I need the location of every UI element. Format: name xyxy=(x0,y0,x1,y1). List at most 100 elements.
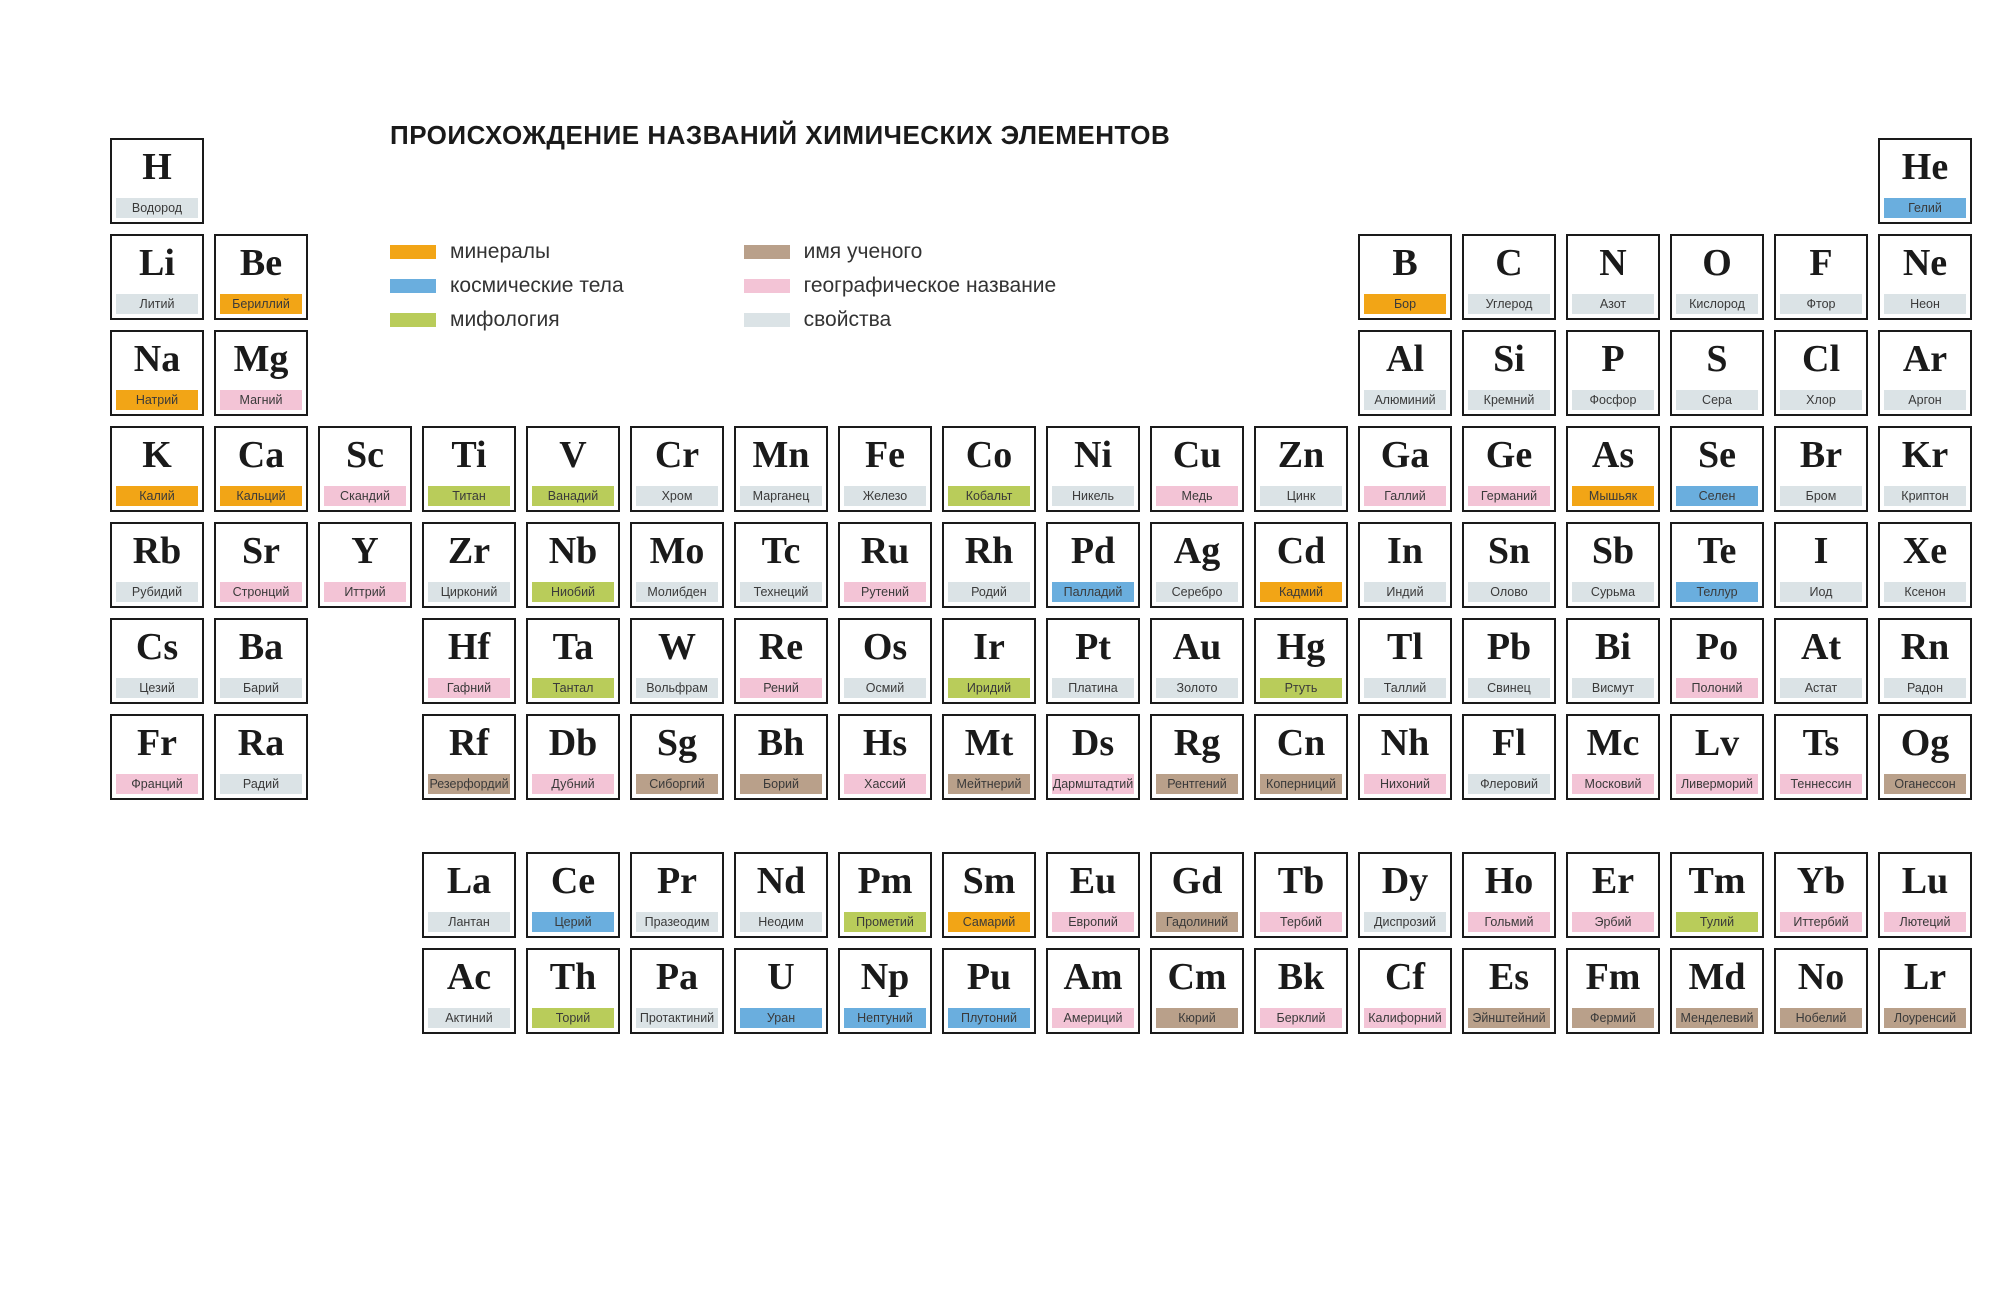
element-symbol: Cn xyxy=(1277,724,1326,762)
element-cell-Bh: BhБорий xyxy=(734,714,828,800)
element-cell-Ra: RaРадий xyxy=(214,714,308,800)
legend-label-mineral: минералы xyxy=(450,240,550,264)
element-cell-At: AtАстат xyxy=(1774,618,1868,704)
legend-item-scientist: имя ученого xyxy=(744,240,1057,264)
element-cell-Gd: GdГадолиний xyxy=(1150,852,1244,938)
element-name: Сиборгий xyxy=(636,774,718,794)
element-symbol: Rf xyxy=(449,724,489,762)
element-cell-N: NАзот xyxy=(1566,234,1660,320)
element-name: Литий xyxy=(116,294,198,314)
element-name: Азот xyxy=(1572,294,1654,314)
element-symbol: Xe xyxy=(1903,532,1947,570)
element-symbol: Se xyxy=(1698,436,1736,474)
element-cell-Te: TeТеллур xyxy=(1670,522,1764,608)
element-name: Борий xyxy=(740,774,822,794)
element-name: Кюрий xyxy=(1156,1008,1238,1028)
element-symbol: Os xyxy=(863,628,907,666)
element-name: Серебро xyxy=(1156,582,1238,602)
element-cell-Kr: KrКриптон xyxy=(1878,426,1972,512)
element-symbol: Np xyxy=(861,958,910,996)
element-name: Дубний xyxy=(532,774,614,794)
element-symbol: Ho xyxy=(1485,862,1534,900)
element-symbol: La xyxy=(447,862,491,900)
element-symbol: Fr xyxy=(137,724,177,762)
element-symbol: Eu xyxy=(1070,862,1116,900)
element-name: Гольмий xyxy=(1468,912,1550,932)
element-symbol: Ir xyxy=(973,628,1005,666)
element-name: Уран xyxy=(740,1008,822,1028)
element-symbol: Rh xyxy=(965,532,1014,570)
element-symbol: No xyxy=(1798,958,1844,996)
element-name: Теллур xyxy=(1676,582,1758,602)
element-symbol: Ge xyxy=(1486,436,1532,474)
element-cell-Lr: LrЛоуренсий xyxy=(1878,948,1972,1034)
element-name: Индий xyxy=(1364,582,1446,602)
element-symbol: Re xyxy=(759,628,803,666)
element-name: Тантал xyxy=(532,678,614,698)
element-cell-Ne: NeНеон xyxy=(1878,234,1972,320)
element-name: Хассий xyxy=(844,774,926,794)
element-symbol: Bi xyxy=(1595,628,1631,666)
element-name: Кислород xyxy=(1676,294,1758,314)
element-name: Бор xyxy=(1364,294,1446,314)
element-symbol: Tm xyxy=(1689,862,1746,900)
element-name: Бериллий xyxy=(220,294,302,314)
element-symbol: Be xyxy=(240,244,282,282)
element-cell-Pa: PaПротактиний xyxy=(630,948,724,1034)
element-cell-Pu: PuПлутоний xyxy=(942,948,1036,1034)
element-cell-C: CУглерод xyxy=(1462,234,1556,320)
element-cell-Ir: IrИридий xyxy=(942,618,1036,704)
element-name: Кадмий xyxy=(1260,582,1342,602)
element-symbol: Lv xyxy=(1695,724,1739,762)
element-name: Цинк xyxy=(1260,486,1342,506)
element-symbol: At xyxy=(1801,628,1841,666)
element-cell-Ni: NiНикель xyxy=(1046,426,1140,512)
element-cell-Pb: PbСвинец xyxy=(1462,618,1556,704)
element-name: Франций xyxy=(116,774,198,794)
element-symbol: Pd xyxy=(1071,532,1115,570)
element-cell-As: AsМышьяк xyxy=(1566,426,1660,512)
element-symbol: As xyxy=(1592,436,1634,474)
element-cell-Th: ThТорий xyxy=(526,948,620,1034)
element-name: Висмут xyxy=(1572,678,1654,698)
element-cell-Sn: SnОлово xyxy=(1462,522,1556,608)
element-cell-Co: CoКобальт xyxy=(942,426,1036,512)
legend-swatch-property xyxy=(744,313,790,327)
element-cell-Ti: TiТитан xyxy=(422,426,516,512)
element-name: Неодим xyxy=(740,912,822,932)
element-symbol: Cu xyxy=(1173,436,1222,474)
element-cell-Dy: DyДиспрозий xyxy=(1358,852,1452,938)
element-cell-Np: NpНептуний xyxy=(838,948,932,1034)
element-symbol: Pr xyxy=(657,862,697,900)
element-symbol: Ac xyxy=(447,958,491,996)
element-symbol: Fl xyxy=(1492,724,1526,762)
element-name: Гелий xyxy=(1884,198,1966,218)
element-name: Свинец xyxy=(1468,678,1550,698)
element-name: Магний xyxy=(220,390,302,410)
element-name: Рений xyxy=(740,678,822,698)
element-name: Ванадий xyxy=(532,486,614,506)
element-cell-Eu: EuЕвропий xyxy=(1046,852,1140,938)
element-cell-Nb: NbНиобий xyxy=(526,522,620,608)
element-name: Радон xyxy=(1884,678,1966,698)
element-cell-Ru: RuРутений xyxy=(838,522,932,608)
element-name: Резерфордий xyxy=(428,774,510,794)
legend-swatch-scientist xyxy=(744,245,790,259)
element-symbol: P xyxy=(1601,340,1624,378)
element-symbol: Mo xyxy=(650,532,705,570)
element-symbol: U xyxy=(767,958,794,996)
element-symbol: Ds xyxy=(1072,724,1114,762)
element-symbol: V xyxy=(559,436,586,474)
element-cell-Au: AuЗолото xyxy=(1150,618,1244,704)
element-name: Эйнштейний xyxy=(1468,1008,1550,1028)
legend-label-property: свойства xyxy=(804,308,892,332)
element-symbol: Er xyxy=(1592,862,1634,900)
element-symbol: Ag xyxy=(1174,532,1220,570)
element-name: Платина xyxy=(1052,678,1134,698)
element-cell-Cf: CfКалифорний xyxy=(1358,948,1452,1034)
element-symbol: Nh xyxy=(1381,724,1430,762)
element-cell-Os: OsОсмий xyxy=(838,618,932,704)
element-name: Рентгений xyxy=(1156,774,1238,794)
element-cell-Zr: ZrЦирконий xyxy=(422,522,516,608)
element-name: Золото xyxy=(1156,678,1238,698)
